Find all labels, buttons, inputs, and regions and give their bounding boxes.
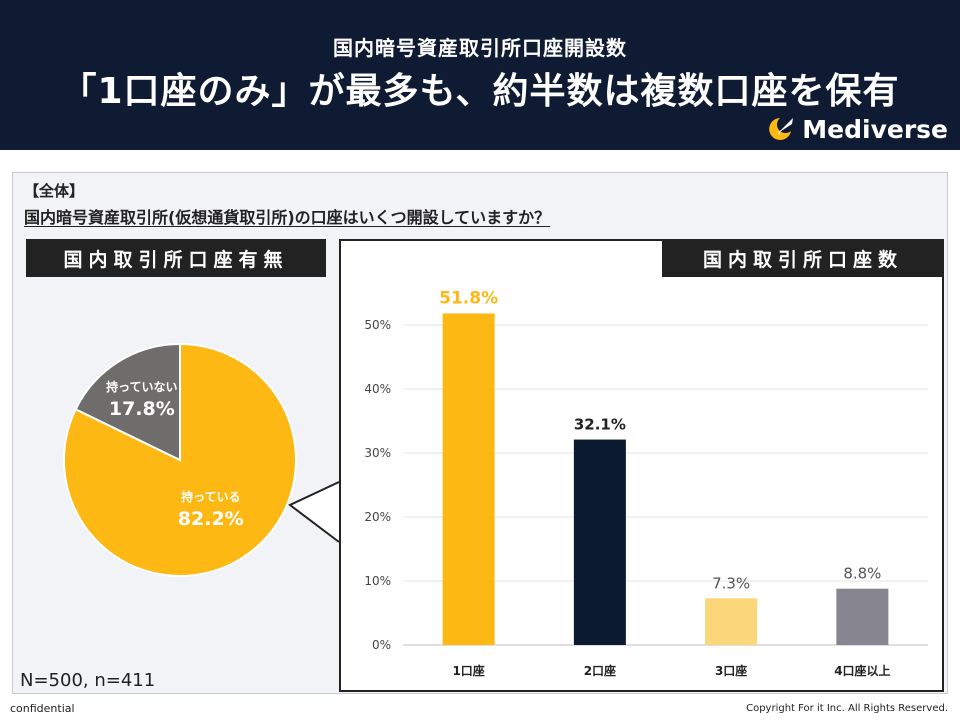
y-tick-label: 50% [364,318,391,332]
bar-1 [442,313,495,645]
x-category-label: 4口座以上 [834,663,890,678]
pie-slice-value: 82.2% [178,508,244,530]
segment-label: 【全体】 [24,182,85,200]
header-subtitle: 国内暗号資産取引所口座開設数 [333,36,627,60]
pie-slice-label: 持っていない [106,379,177,394]
logo-text: Mediverse [802,114,948,144]
y-tick-label: 0% [372,638,391,652]
rocket-moon-icon [769,118,794,140]
bar-4 [836,588,889,645]
y-tick-label: 10% [364,574,391,588]
pie-chart: 持っている 82.2% 持っていない 17.8% [40,320,320,600]
confidential-label: confidential [10,702,75,715]
y-tick-label: 20% [364,510,391,524]
brand-logo: Mediverse [766,114,948,144]
question-text: 国内暗号資産取引所(仮想通貨取引所)の口座はいくつ開設していますか？ [24,208,551,227]
bar-value-label: 7.3% [712,574,750,592]
bar-value-label: 51.8% [439,288,498,308]
pie-chart-svg: 持っている 82.2% 持っていない 17.8% [63,342,297,577]
bar-chart: 0% 10% 20% 30% 40% 50% 51.8% 1口座 32.1% 2口座 7.3% 3口座… [341,279,942,690]
bar-value-label: 32.1% [574,416,626,434]
copyright-text: Copyright For it Inc. All Rights Reserve… [746,703,948,714]
bar-3 [705,598,758,645]
bar-chart-title: 国内取引所口座数 [662,239,944,277]
header-title: 「1口座のみ」が最多も、約半数は複数口座を保有 [60,71,900,112]
y-tick-label: 40% [364,382,391,396]
x-category-label: 2口座 [584,663,616,678]
pie-chart-title: 国内取引所口座有無 [26,239,326,277]
x-category-label: 3口座 [715,663,747,678]
pie-slice-value: 17.8% [109,398,175,420]
bar-value-label: 8.8% [843,565,881,583]
bar-chart-svg: 0% 10% 20% 30% 40% 50% 51.8% 1口座 32.1% 2口座 7.3% 3口座… [364,288,928,678]
sample-size: N=500, n=411 [20,670,156,691]
x-category-label: 1口座 [452,663,484,678]
bar-2 [573,439,626,645]
pie-slice-label: 持っている [181,489,240,504]
y-tick-label: 30% [364,446,391,460]
header-banner: 国内暗号資産取引所口座開設数 「1口座のみ」が最多も、約半数は複数口座を保有 M… [0,0,960,150]
pie-slice-no-account [74,342,181,462]
